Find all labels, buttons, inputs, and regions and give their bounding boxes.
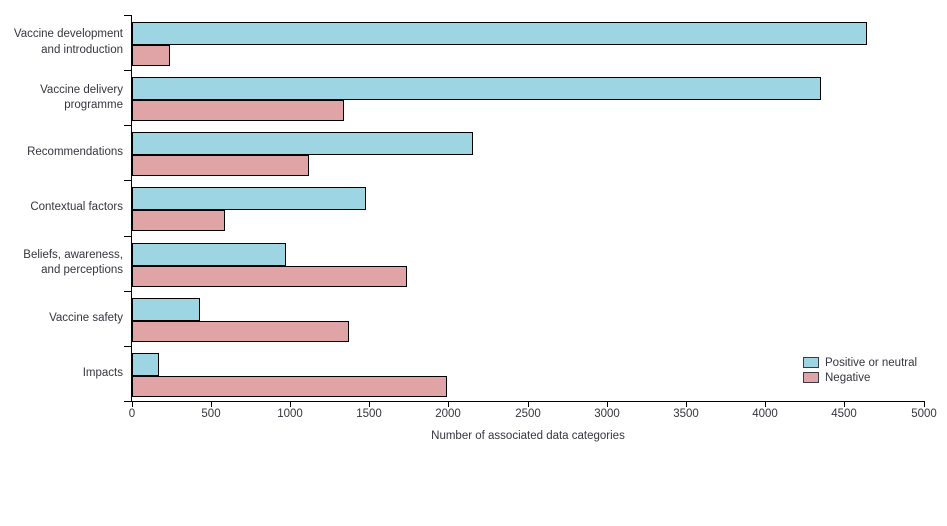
category-label-line: Impacts <box>82 366 123 379</box>
bar-positive <box>132 132 473 155</box>
x-axis-tick <box>448 402 449 407</box>
category-label-line: and introduction <box>41 43 123 56</box>
category-label-line: Contextual factors <box>30 201 123 214</box>
category-label-line: Beliefs, awareness, <box>23 248 123 261</box>
bar-positive <box>132 187 366 210</box>
x-axis-tick-label: 0 <box>128 408 136 420</box>
x-axis-tick-label: 3500 <box>673 408 699 420</box>
x-axis-tick <box>211 402 212 407</box>
x-axis-tick-label: 3000 <box>594 408 620 420</box>
bar-positive <box>132 298 200 321</box>
x-axis-tick-label: 1500 <box>356 408 382 420</box>
bar-positive <box>132 353 159 376</box>
x-axis-title: Number of associated data categories <box>431 430 625 442</box>
x-axis-tick <box>369 402 370 407</box>
category-label: Impacts <box>0 346 123 401</box>
category-label: Recommendations <box>0 125 123 180</box>
bar-negative <box>132 266 407 287</box>
category-label: Beliefs, awareness, and perceptions <box>0 236 123 291</box>
x-axis-tick-label: 4500 <box>831 408 857 420</box>
positive-or-neutral-swatch-icon <box>803 357 819 368</box>
bar-positive <box>132 77 821 100</box>
bar-positive <box>132 22 867 45</box>
bar-negative <box>132 100 344 121</box>
bar-negative <box>132 155 309 176</box>
x-axis-tick <box>528 402 529 407</box>
x-axis-tick <box>290 402 291 407</box>
bar-negative <box>132 45 170 66</box>
x-axis-tick-label: 5000 <box>911 408 937 420</box>
y-axis-tick <box>124 291 132 292</box>
y-axis-tick <box>124 125 132 126</box>
category-label-line: Recommendations <box>27 146 123 159</box>
x-axis-tick <box>686 402 687 407</box>
category-label-line: Vaccine development <box>13 28 123 41</box>
bar-negative <box>132 210 225 231</box>
x-axis-tick <box>924 402 925 407</box>
y-axis-tick <box>124 236 132 237</box>
y-axis-tick <box>124 401 132 402</box>
y-axis-tick <box>124 70 132 71</box>
y-axis-line <box>131 15 132 402</box>
category-label-line: and perceptions <box>41 264 123 277</box>
bar-negative <box>132 376 447 397</box>
category-label: Vaccine safety <box>0 291 123 346</box>
category-label-line: Vaccine safety <box>49 311 123 324</box>
x-axis-tick <box>132 402 133 407</box>
x-axis-tick-label: 500 <box>201 408 221 420</box>
category-label: Vaccine development and introduction <box>0 15 123 70</box>
bar-negative <box>132 321 349 342</box>
x-axis-tick <box>765 402 766 407</box>
category-label-line: Vaccine delivery <box>40 83 123 96</box>
y-axis-tick <box>124 15 132 16</box>
category-label-line: programme <box>64 98 123 111</box>
x-axis-tick <box>607 402 608 407</box>
legend-item-negative: Negative <box>803 370 917 385</box>
x-axis-tick-label: 2000 <box>435 408 461 420</box>
category-label: Contextual factors <box>0 180 123 235</box>
x-axis-line <box>131 401 925 402</box>
legend-label-positive: Positive or neutral <box>825 356 918 369</box>
x-axis-tick-label: 2500 <box>515 408 541 420</box>
y-axis-tick <box>124 346 132 347</box>
negative-swatch-icon <box>803 372 819 383</box>
legend: Positive or neutral Negative <box>803 355 917 385</box>
x-axis-tick-label: 4000 <box>752 408 778 420</box>
category-label: Vaccine delivery programme <box>0 70 123 125</box>
bar-positive <box>132 243 286 266</box>
x-axis-tick-label: 1000 <box>277 408 303 420</box>
legend-item-positive: Positive or neutral <box>803 355 917 370</box>
legend-label-negative: Negative <box>825 371 871 384</box>
x-axis-tick <box>844 402 845 407</box>
y-axis-tick <box>124 180 132 181</box>
